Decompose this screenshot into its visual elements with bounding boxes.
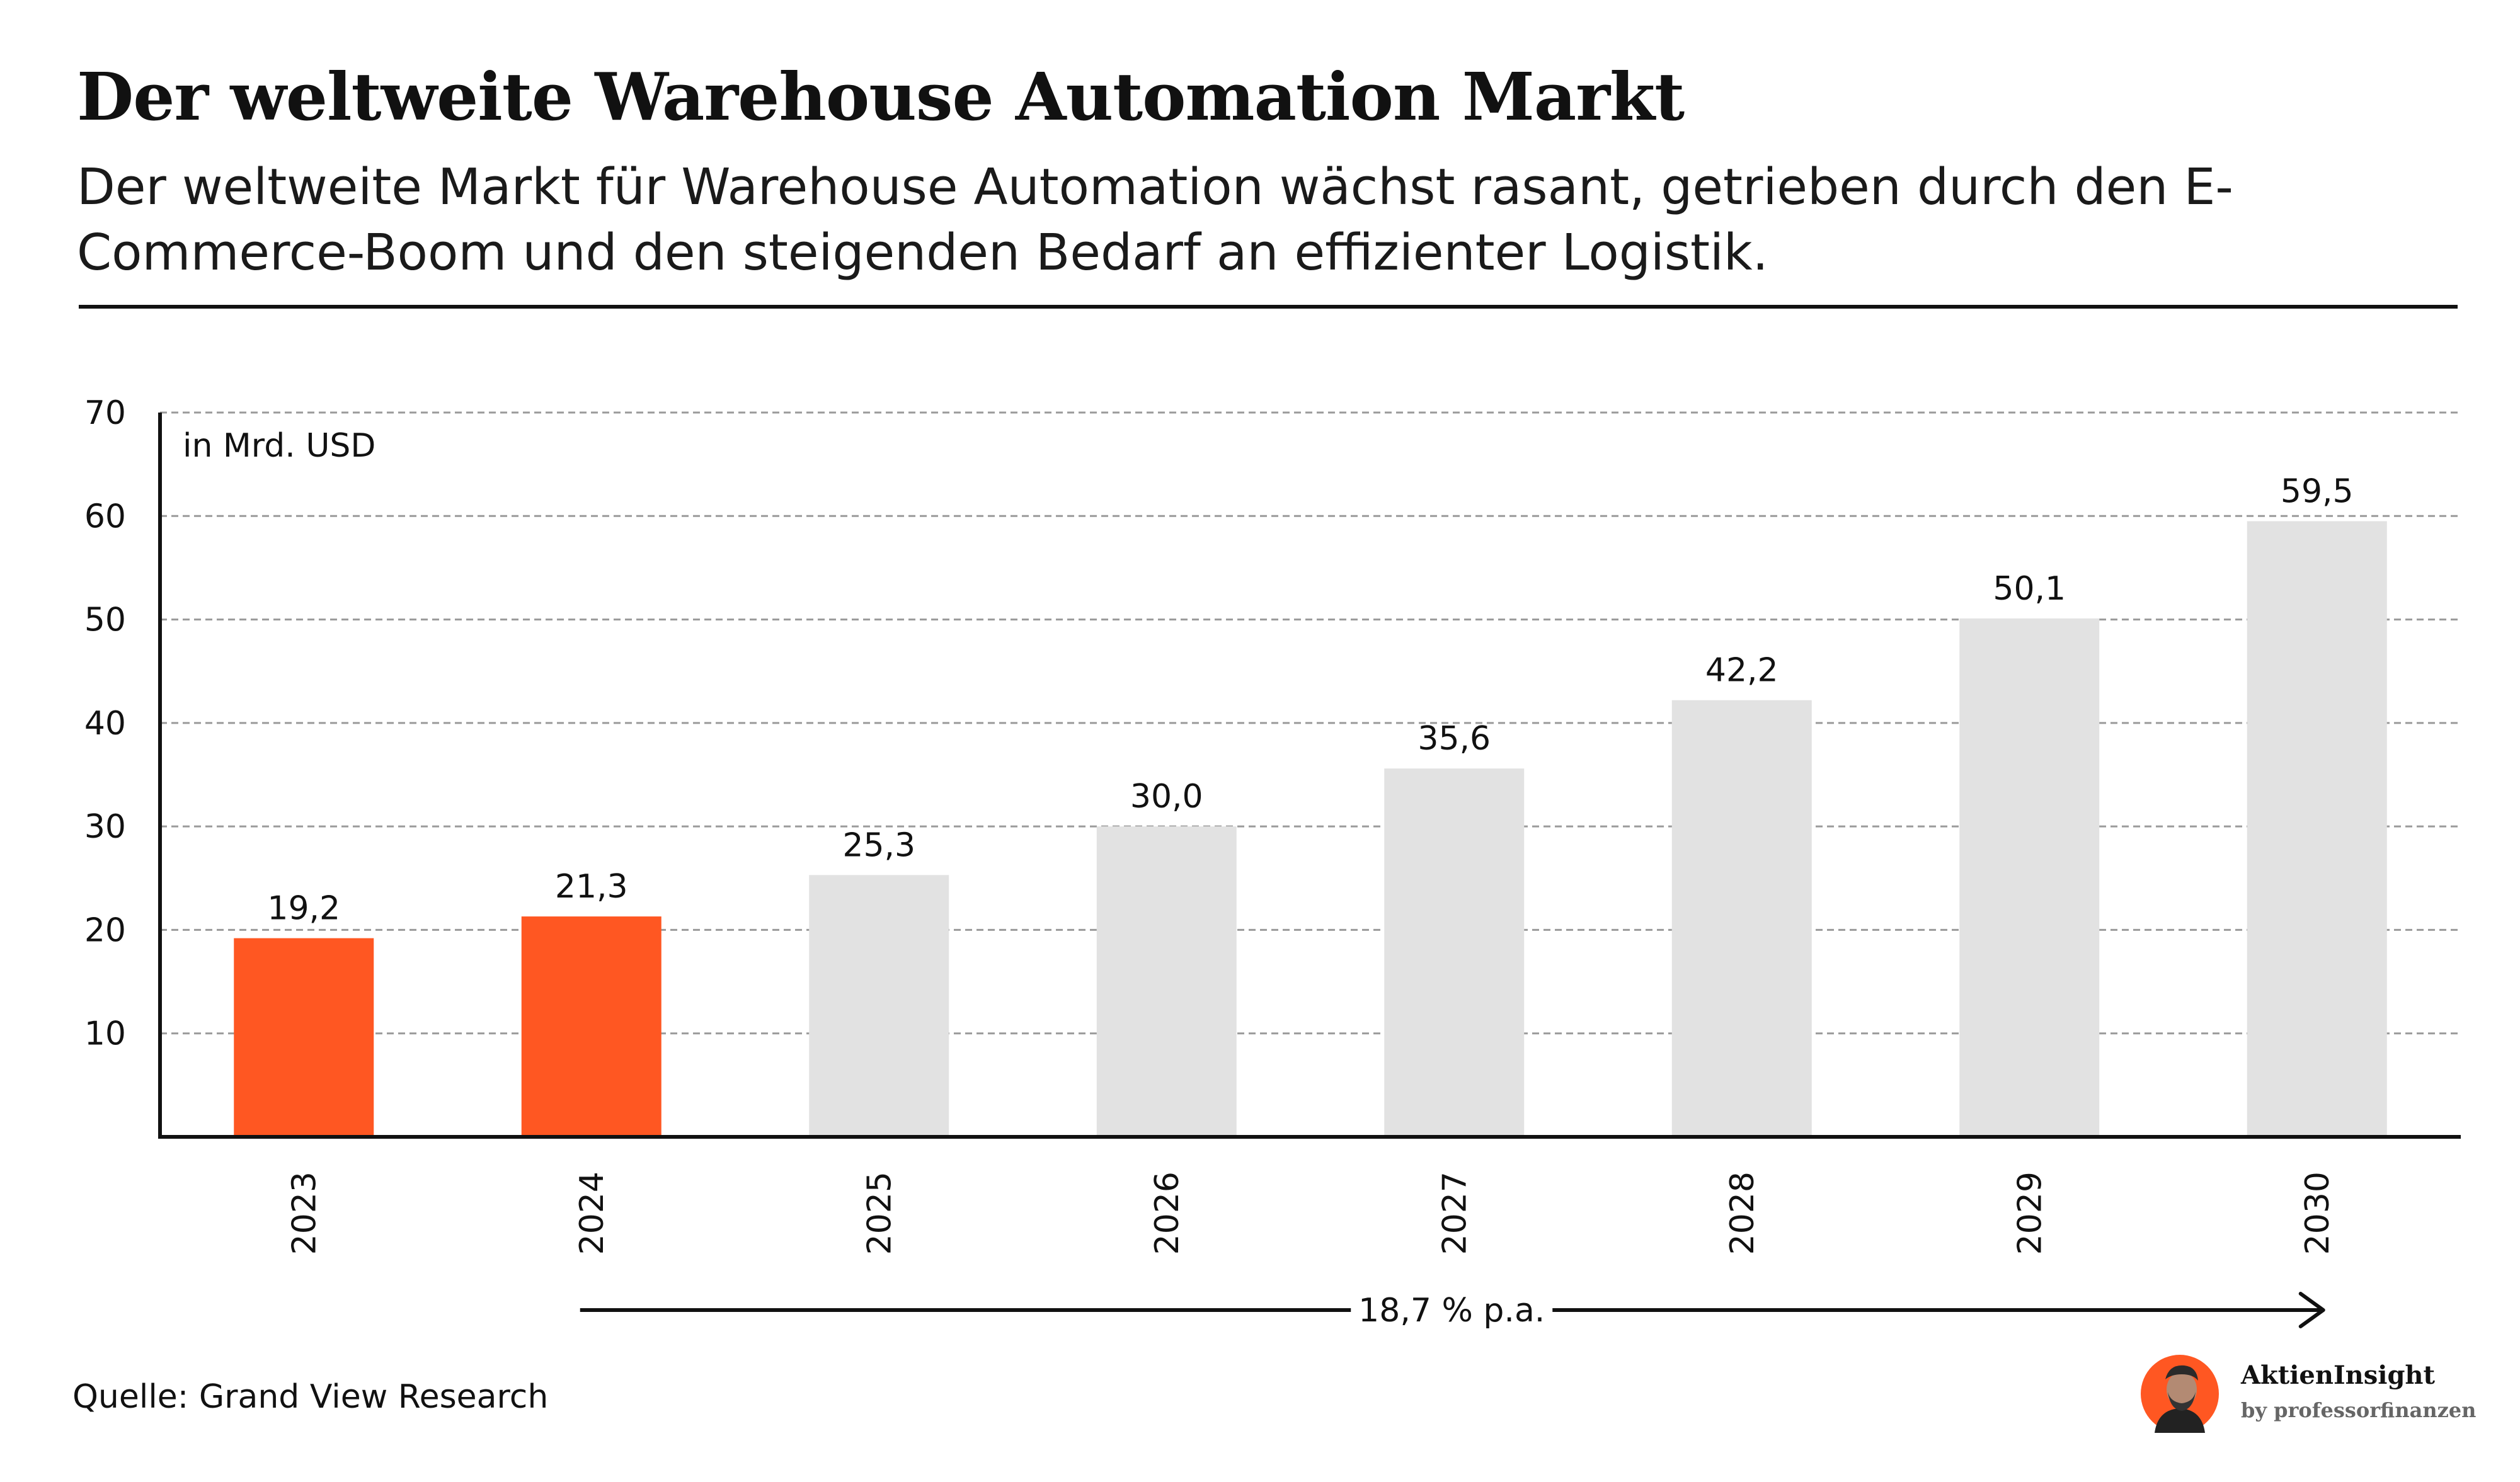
x-tick-label: 2025 <box>861 1171 898 1255</box>
value-label: 42,2 <box>1705 652 1778 690</box>
axes <box>158 413 2461 1139</box>
bar-2025 <box>809 875 949 1137</box>
chart-subtitle: Der weltweite Markt für Warehouse Automa… <box>77 158 2233 282</box>
growth-rate-label: 18,7 % p.a. <box>1358 1292 1545 1330</box>
unit-label: in Mrd. USD <box>183 427 375 465</box>
bar-2027 <box>1384 768 1525 1137</box>
value-label: 35,6 <box>1418 720 1491 758</box>
value-label: 50,1 <box>1993 570 2066 608</box>
bars <box>234 521 2387 1137</box>
x-tick-label: 2023 <box>285 1171 323 1255</box>
x-tick-label: 2027 <box>1436 1171 1474 1255</box>
x-tick-label: 2024 <box>573 1171 611 1255</box>
brand-name: AktienInsight <box>2241 1360 2435 1390</box>
value-label: 19,2 <box>267 890 340 928</box>
bar-2023 <box>234 938 374 1137</box>
x-tick-label: 2026 <box>1148 1171 1186 1255</box>
source-note: Quelle: Grand View Research <box>72 1378 549 1416</box>
labels: 1020304050607019,2202321,3202425,3202530… <box>84 394 2354 1255</box>
y-tick-label: 10 <box>84 1015 126 1053</box>
y-tick-label: 20 <box>84 911 126 949</box>
arrow-head-icon <box>2298 1292 2325 1328</box>
chart-title: Der weltweite Warehouse Automation Markt <box>77 58 1685 135</box>
bar-2029 <box>1959 618 2100 1137</box>
avatar-logo-icon <box>2141 1355 2219 1433</box>
y-tick-label: 40 <box>84 705 126 743</box>
value-label: 30,0 <box>1130 778 1203 816</box>
x-tick-label: 2030 <box>2299 1171 2337 1255</box>
y-tick-label: 70 <box>84 394 126 432</box>
growth-annotation: 18,7 % p.a. <box>580 1292 2325 1330</box>
x-tick-label: 2028 <box>1724 1171 1761 1255</box>
bar-2026 <box>1096 826 1237 1137</box>
bar-2024 <box>521 916 662 1137</box>
value-label: 59,5 <box>2281 473 2354 511</box>
y-tick-label: 60 <box>84 498 126 535</box>
value-label: 25,3 <box>842 826 915 864</box>
brand-block: AktienInsight by professorfinanzen <box>2133 1347 2485 1441</box>
bar-2028 <box>1671 700 1812 1137</box>
header-divider <box>79 305 2458 309</box>
y-tick-label: 50 <box>84 601 126 639</box>
grid-lines <box>160 411 2461 1035</box>
value-label: 21,3 <box>555 868 628 906</box>
y-tick-label: 30 <box>84 808 126 846</box>
brand-tagline: by professorfinanzen <box>2241 1398 2477 1422</box>
bar-2030 <box>2247 521 2387 1137</box>
x-tick-label: 2029 <box>2011 1171 2049 1255</box>
